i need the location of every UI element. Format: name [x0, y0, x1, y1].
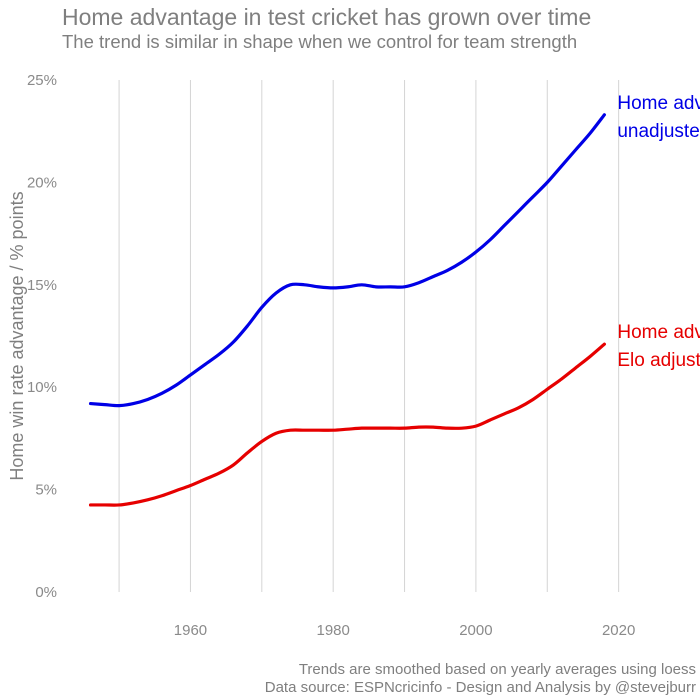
- gridlines: [118, 80, 620, 592]
- y-tick-label: 15%: [27, 277, 57, 294]
- series-label: Elo adjusted: [617, 350, 700, 371]
- series-label: Home advantage: [617, 322, 700, 343]
- y-tick-label: 0%: [35, 584, 57, 601]
- chart-title: Home advantage in test cricket has grown…: [62, 4, 592, 30]
- y-tick-label: 5%: [35, 482, 57, 499]
- series-label: Home advantage: [617, 93, 700, 114]
- x-tick-label: 1980: [316, 622, 349, 639]
- y-tick-label: 25%: [27, 72, 57, 89]
- y-tick-label: 10%: [27, 379, 57, 396]
- y-axis-ticks: 0% 5% 10% 15% 20% 25%: [27, 72, 57, 601]
- series-label: unadjusted: [617, 121, 700, 142]
- series-labels: Home advantage unadjusted Home advantage El…: [617, 93, 700, 371]
- y-tick-label: 20%: [27, 174, 57, 191]
- x-tick-label: 2020: [602, 622, 635, 639]
- caption-source: Data source: ESPNcricinfo - Design and A…: [264, 679, 696, 696]
- x-axis-ticks: 1960 1980 2000 2020: [174, 622, 636, 639]
- line-chart: 0% 5% 10% 15% 20% 25% 1960 1980 2000 2020 Home w…: [7, 72, 700, 639]
- x-tick-label: 2000: [459, 622, 492, 639]
- chart-subtitle: The trend is similar in shape when we co…: [62, 31, 578, 52]
- series-lines: [88, 113, 606, 507]
- caption-method: Trends are smoothed based on yearly aver…: [298, 661, 696, 678]
- series-line-elo-adjusted: [88, 342, 606, 507]
- y-axis-label: Home win rate advantage / % points: [7, 191, 27, 480]
- x-tick-label: 1960: [174, 622, 207, 639]
- series-line-unadjusted: [88, 113, 606, 408]
